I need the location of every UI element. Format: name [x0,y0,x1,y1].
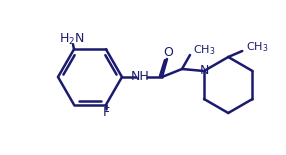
Text: O: O [163,46,173,60]
Text: H$_2$N: H$_2$N [59,32,85,47]
Text: N: N [199,64,209,78]
Text: CH$_3$: CH$_3$ [193,43,215,57]
Text: F: F [102,106,110,119]
Text: NH: NH [131,71,149,84]
Text: CH$_3$: CH$_3$ [246,40,269,54]
